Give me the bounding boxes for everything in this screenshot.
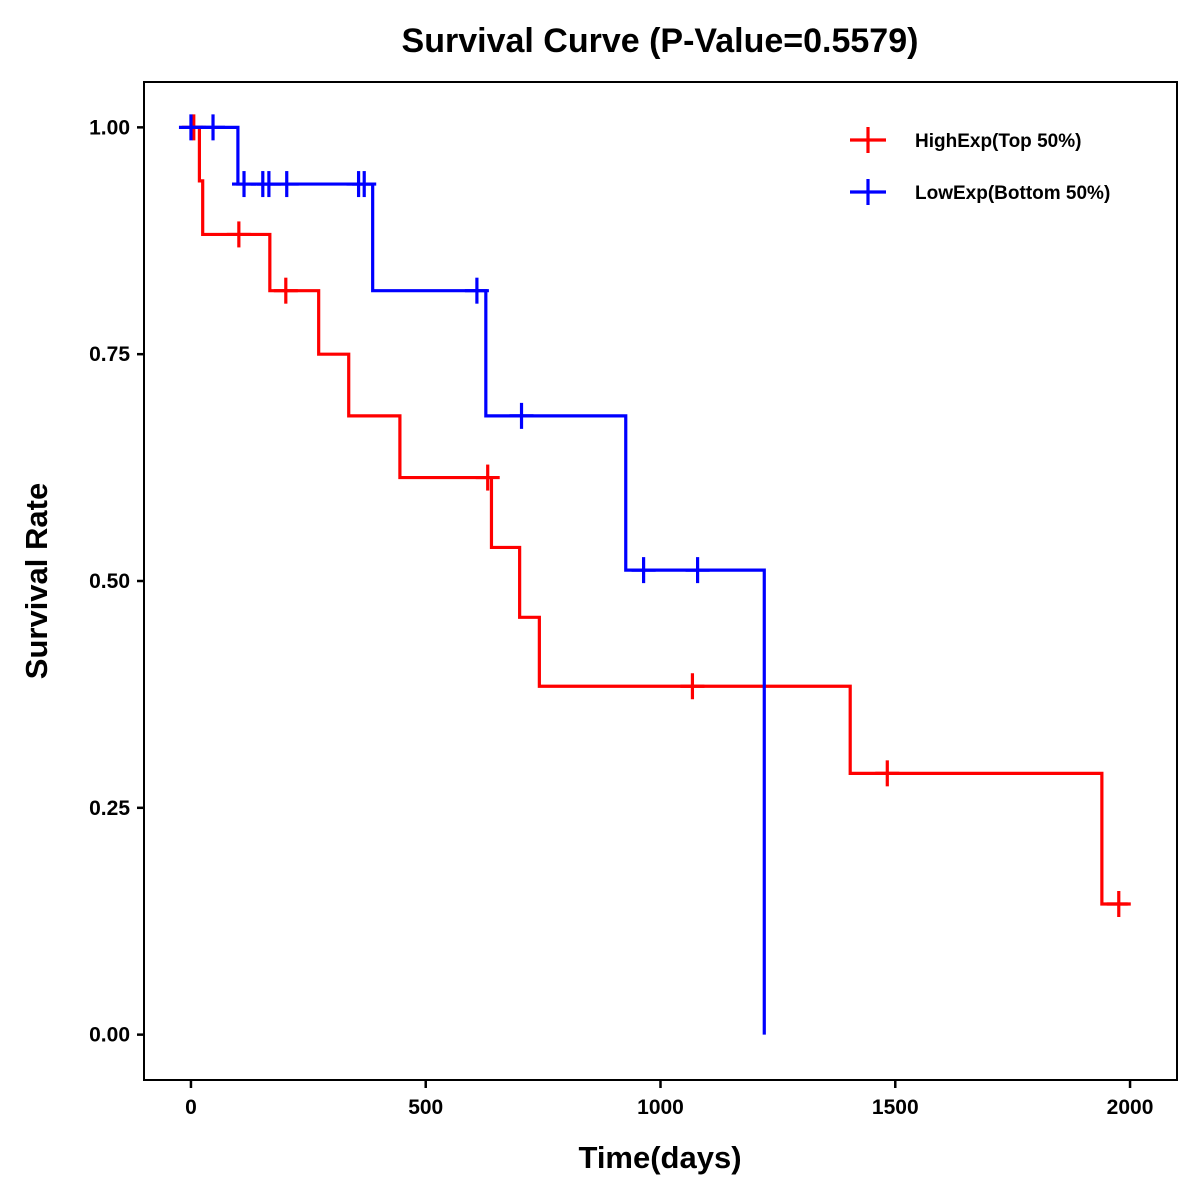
- censor-mark: [680, 673, 705, 700]
- x-axis: 0 500 1000 1500 2000: [185, 1080, 1153, 1119]
- x-axis-title: Time(days): [578, 1140, 741, 1175]
- y-axis-title: Survival Rate: [19, 483, 54, 679]
- censor-mark: [631, 557, 656, 584]
- y-tick-label: 0.00: [89, 1024, 130, 1047]
- censor-mark: [273, 277, 298, 304]
- legend-label: LowExp(Bottom 50%): [915, 183, 1110, 204]
- x-tick-label: 0: [185, 1096, 197, 1119]
- censor-mark: [685, 557, 710, 584]
- x-tick-label: 1000: [637, 1096, 684, 1119]
- y-axis: 0.00 0.25 0.50 0.75 1.00: [89, 116, 144, 1047]
- censor-mark: [201, 114, 226, 141]
- censor-mark: [464, 277, 489, 304]
- legend-item: HighExp(Top 50%): [850, 127, 1081, 153]
- x-tick-label: 2000: [1107, 1096, 1154, 1119]
- y-tick-label: 1.00: [89, 116, 130, 139]
- x-tick-label: 1500: [872, 1096, 919, 1119]
- censor-mark: [352, 171, 377, 198]
- x-tick-label: 500: [408, 1096, 443, 1119]
- legend-label: HighExp(Top 50%): [915, 131, 1081, 152]
- censor-mark: [226, 221, 251, 248]
- series-lowexp: [178, 114, 766, 1035]
- censor-mark: [1106, 890, 1131, 917]
- chart-title: Survival Curve (P-Value=0.5579): [402, 22, 919, 60]
- legend: HighExp(Top 50%) LowExp(Bottom 50%): [850, 127, 1110, 205]
- censor-mark: [475, 464, 500, 491]
- plot-panel: [143, 81, 1178, 1081]
- censor-mark: [509, 402, 534, 429]
- y-tick-label: 0.25: [89, 797, 130, 820]
- survival-step-line: [190, 125, 1128, 906]
- y-tick-label: 0.50: [89, 570, 130, 593]
- censor-mark: [178, 114, 203, 141]
- censor-mark: [274, 171, 299, 198]
- censor-mark: [875, 760, 900, 787]
- series-layer: [178, 114, 1131, 1035]
- legend-item: LowExp(Bottom 50%): [850, 179, 1110, 205]
- y-tick-label: 0.75: [89, 343, 130, 366]
